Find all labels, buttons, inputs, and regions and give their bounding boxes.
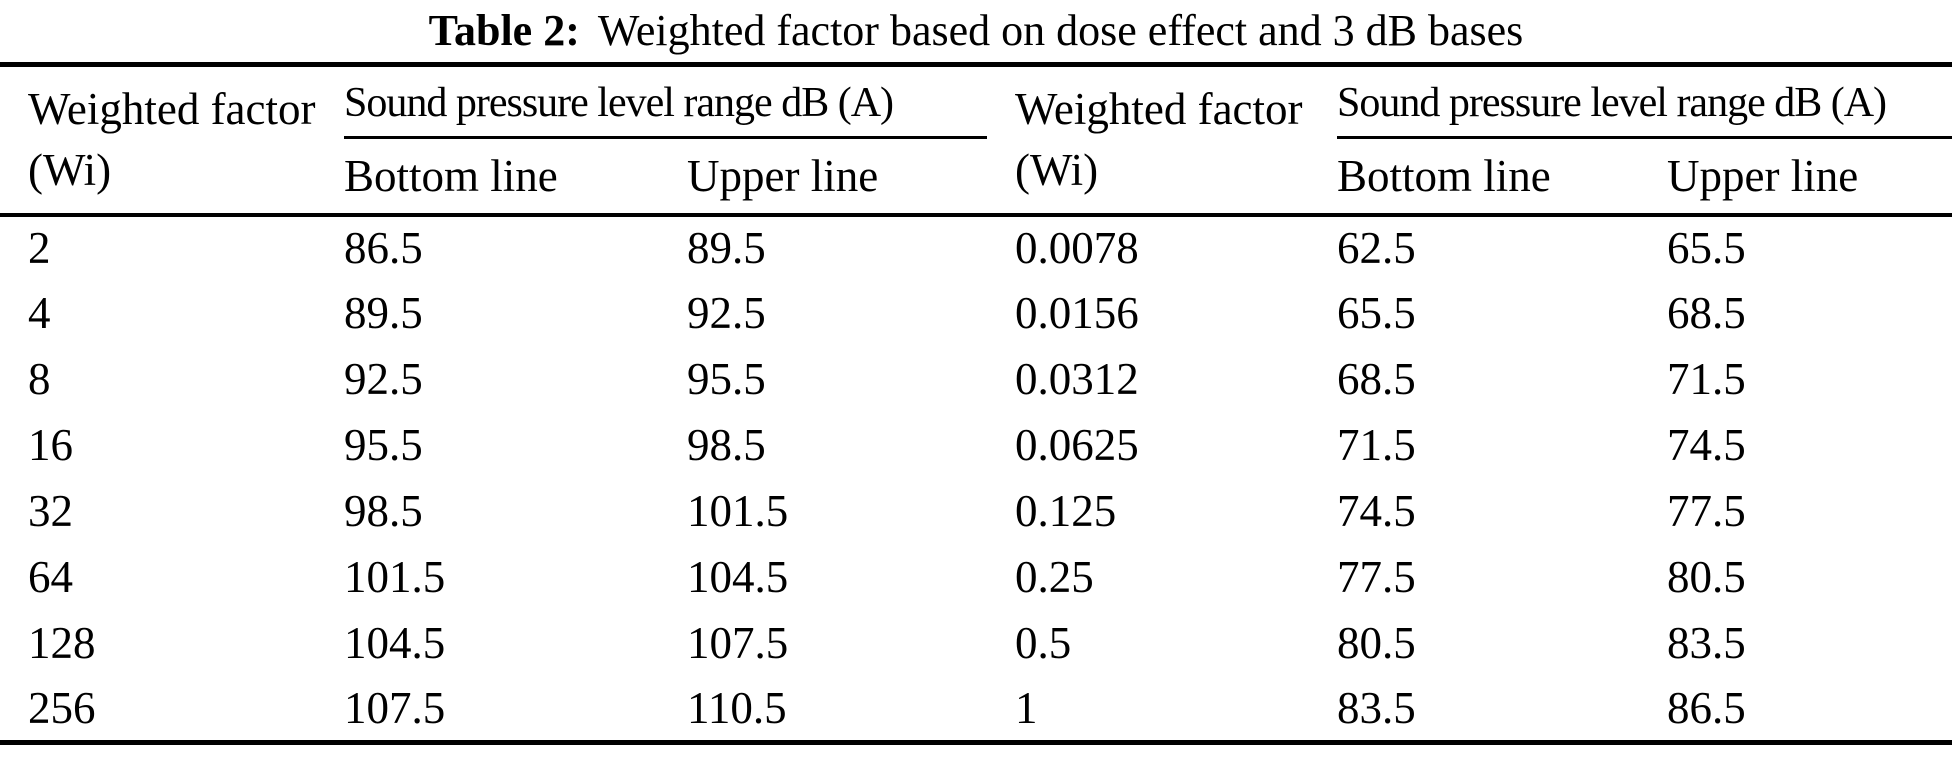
table-cell: 107.5 (344, 682, 446, 733)
table-cell: 89.5 (344, 288, 423, 338)
table-row: 256 107.5 110.5 1 83.5 86.5 (0, 677, 1952, 743)
table-cell: 0.0078 (1015, 223, 1139, 273)
table-caption-label: Table 2: (428, 6, 580, 55)
table-cell: 83.5 (1337, 682, 1416, 733)
table-caption: Table 2: Weighted factor based on dose e… (0, 0, 1952, 62)
table-cell: 92.5 (687, 288, 766, 338)
table-cell: 0.5 (1015, 618, 1072, 668)
table-cell: 101.5 (687, 486, 789, 536)
table-cell: 128 (28, 618, 96, 668)
table-cell: 0.125 (1015, 486, 1117, 536)
table-cell: 104.5 (344, 618, 446, 668)
table-cell: 107.5 (687, 618, 789, 668)
table-cell: 65.5 (1337, 288, 1416, 338)
table-cell: 86.5 (344, 223, 423, 273)
header-row-group: Weighted factor (Wi) Sound pressure leve… (0, 64, 1952, 217)
col-header-spl-range-1-text: Sound pressure level range dB (A) (344, 80, 894, 126)
col-header-weighted-factor-1: Weighted factor (Wi) (0, 64, 344, 217)
table-cell: 2 (28, 223, 51, 273)
spanner-rule-1 (344, 136, 988, 140)
table-cell: 110.5 (687, 682, 787, 733)
table-caption-text: Weighted factor based on dose effect and… (597, 6, 1524, 55)
table-cell: 86.5 (1667, 682, 1746, 733)
table-cell: 92.5 (344, 354, 423, 404)
col-header-weighted-factor-2-line1: Weighted factor (1015, 84, 1303, 134)
table-cell: 8 (28, 354, 51, 404)
table-cell: 77.5 (1337, 552, 1416, 602)
table-cell: 0.0312 (1015, 354, 1139, 404)
table-cell: 4 (28, 288, 51, 338)
table-cell: 65.5 (1667, 223, 1746, 273)
table-cell: 74.5 (1337, 486, 1416, 536)
sub-header-upper-line-2: Upper line (1667, 139, 1952, 217)
sub-header-bottom-line-2: Bottom line (1337, 139, 1668, 217)
table-cell: 95.5 (687, 354, 766, 404)
sub-header-bottom-line-1: Bottom line (344, 139, 687, 217)
table-cell: 104.5 (687, 552, 789, 602)
table-cell: 0.0625 (1015, 420, 1139, 470)
table-cell: 71.5 (1337, 420, 1416, 470)
col-header-weighted-factor-1-line1: Weighted factor (28, 84, 316, 134)
table-cell: 62.5 (1337, 223, 1416, 273)
spanner-rule-2 (1337, 136, 1952, 140)
table-cell: 89.5 (687, 223, 766, 273)
table-cell: 32 (28, 486, 73, 536)
table-cell: 98.5 (687, 420, 766, 470)
table-cell: 95.5 (344, 420, 423, 470)
table-cell: 0.25 (1015, 552, 1094, 602)
col-header-spl-range-2-text: Sound pressure level range dB (A) (1337, 80, 1887, 126)
col-header-spl-range-2: Sound pressure level range dB (A) (1337, 65, 1952, 140)
table-cell: 77.5 (1667, 486, 1746, 536)
weighted-factor-table: Weighted factor (Wi) Sound pressure leve… (0, 62, 1952, 745)
table-row: 2 86.5 89.5 0.0078 62.5 65.5 (0, 215, 1952, 281)
table-row: 8 92.5 95.5 0.0312 68.5 71.5 (0, 347, 1952, 413)
table-cell: 64 (28, 552, 73, 602)
header-row-sub: Bottom line Upper line Bottom line Upper… (0, 139, 1952, 217)
table-cell: 71.5 (1667, 354, 1746, 404)
table-row: 16 95.5 98.5 0.0625 71.5 74.5 (0, 413, 1952, 479)
sub-header-upper-line-1: Upper line (687, 139, 1016, 217)
table-cell: 68.5 (1337, 354, 1416, 404)
table-row: 128 104.5 107.5 0.5 80.5 83.5 (0, 611, 1952, 677)
table-cell: 101.5 (344, 552, 446, 602)
col-header-weighted-factor-2-line2: (Wi) (1015, 144, 1099, 195)
table-cell: 68.5 (1667, 288, 1746, 338)
table-cell: 80.5 (1337, 618, 1416, 668)
table-cell: 98.5 (344, 486, 423, 536)
table-cell: 1 (1015, 682, 1038, 733)
table-cell: 16 (28, 420, 73, 470)
col-header-weighted-factor-1-line2: (Wi) (28, 144, 112, 195)
table-cell: 0.0156 (1015, 288, 1139, 338)
table-cell: 256 (28, 682, 96, 733)
col-header-spl-range-1: Sound pressure level range dB (A) (344, 65, 1015, 140)
table-row: 64 101.5 104.5 0.25 77.5 80.5 (0, 545, 1952, 611)
col-header-weighted-factor-2: Weighted factor (Wi) (1015, 64, 1338, 217)
table-cell: 83.5 (1667, 618, 1746, 668)
table-cell: 74.5 (1667, 420, 1746, 470)
table-row: 32 98.5 101.5 0.125 74.5 77.5 (0, 479, 1952, 545)
table-row: 4 89.5 92.5 0.0156 65.5 68.5 (0, 281, 1952, 347)
table-cell: 80.5 (1667, 552, 1746, 602)
